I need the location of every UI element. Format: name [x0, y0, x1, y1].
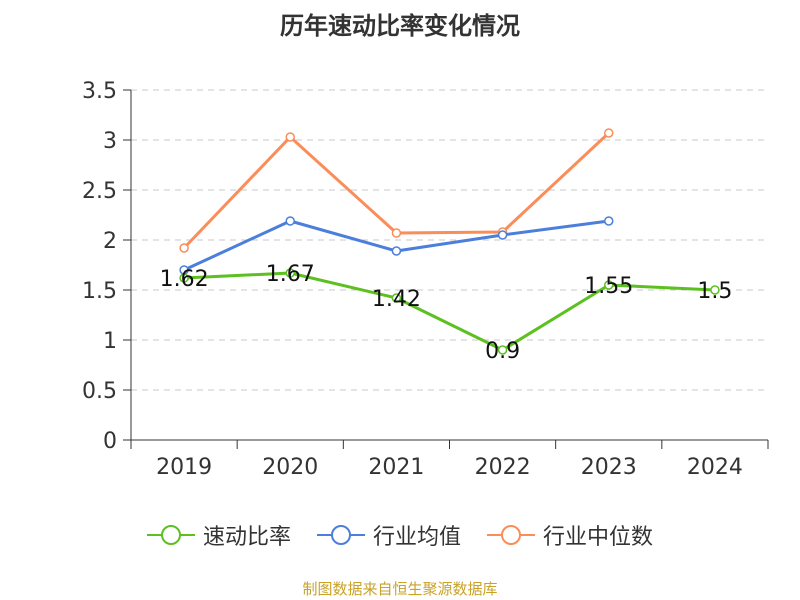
axes: 0 0.5 1 1.5 2 2.5 3 3.5 2019 2020 2021 2022 2023 2024: [82, 79, 769, 480]
data-point[interactable]: [497, 345, 508, 355]
legend-label-industry-median: 行业中位数: [543, 525, 654, 550]
source-note: 制图数据来自恒生聚源数据库: [302, 580, 498, 598]
data-label: 1.62: [160, 267, 209, 292]
y-tick-label: 1: [103, 329, 117, 354]
data-labels: 1.62 1.67 1.42 0.9 1.55 1.5: [160, 262, 733, 364]
y-tick-label: 2: [103, 229, 117, 254]
data-label: 1.42: [372, 287, 421, 312]
data-point[interactable]: [285, 268, 295, 278]
data-point[interactable]: [391, 228, 402, 238]
data-point[interactable]: [179, 273, 189, 283]
legend-marker-industry-mean: [316, 525, 365, 545]
data-point[interactable]: [604, 128, 614, 138]
data-point[interactable]: [285, 132, 295, 142]
legend-label-speed-ratio: 速动比率: [202, 525, 291, 550]
x-tick-label: 2021: [368, 455, 424, 480]
x-tick-label: 2022: [475, 455, 531, 480]
y-tick-label: 0: [103, 429, 117, 454]
series-line-0: [184, 271, 715, 352]
chart-title: 历年速动比率变化情况: [280, 12, 520, 40]
y-tick-label: 0.5: [82, 379, 117, 404]
series-lines: [179, 128, 720, 355]
x-tick-label: 2019: [156, 455, 212, 480]
legend-item-speed-ratio[interactable]: 速动比率: [146, 519, 291, 551]
legend-item-industry-median[interactable]: 行业中位数: [487, 519, 653, 551]
data-point[interactable]: [497, 230, 508, 240]
legend-label-industry-mean: 行业均值: [372, 525, 461, 550]
data-label: 0.9: [485, 339, 520, 364]
grid-lines: [131, 89, 768, 391]
legend: 速动比率 行业均值 行业中位数: [0, 519, 800, 551]
y-tick-label: 2.5: [82, 179, 117, 204]
data-label: 1.55: [584, 274, 633, 299]
data-point[interactable]: [710, 285, 720, 295]
legend-item-industry-mean[interactable]: 行业均值: [316, 519, 461, 551]
y-tick-label: 3.5: [82, 79, 117, 104]
x-tick-label: 2023: [581, 455, 637, 480]
data-point[interactable]: [604, 280, 614, 290]
data-point[interactable]: [604, 216, 614, 226]
y-tick-label: 3: [103, 129, 117, 154]
data-point[interactable]: [179, 243, 189, 253]
x-tick-label: 2020: [262, 455, 318, 480]
x-tick-label: 2024: [687, 455, 743, 480]
data-label: 1.5: [697, 279, 732, 304]
y-tick-label: 1.5: [82, 279, 117, 304]
data-point[interactable]: [391, 293, 402, 303]
legend-marker-speed-ratio: [146, 525, 195, 545]
legend-marker-industry-median: [487, 525, 535, 545]
data-point[interactable]: [391, 246, 402, 256]
data-label: 1.67: [266, 262, 315, 287]
data-point[interactable]: [285, 216, 295, 226]
